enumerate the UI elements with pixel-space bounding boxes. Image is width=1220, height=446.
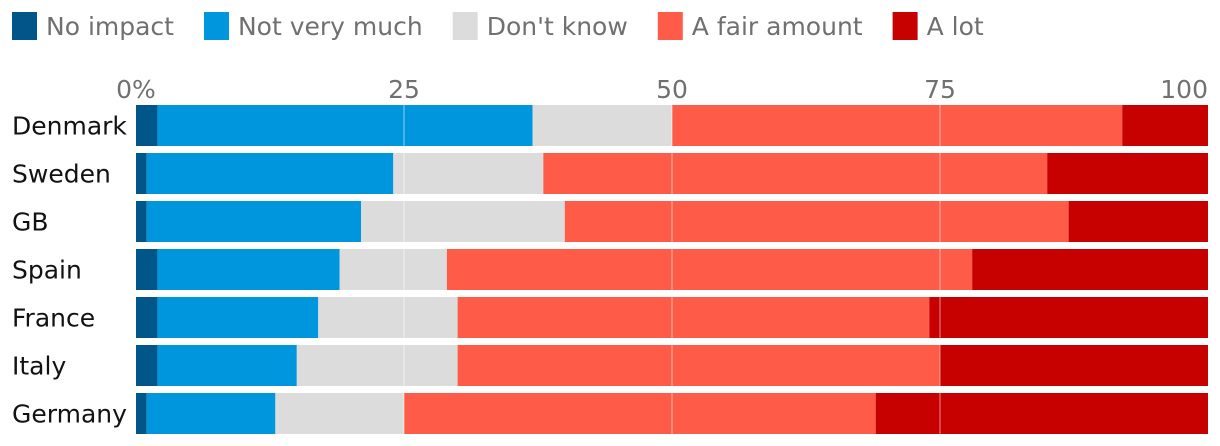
- category-label-sweden: Sweden: [12, 160, 111, 189]
- gridlines: [403, 102, 941, 436]
- bar-sweden-a-fair-amount: [543, 153, 1048, 194]
- bar-germany-don-t-know: [275, 393, 404, 434]
- category-label-france: France: [12, 304, 95, 333]
- bar-gb-don-t-know: [361, 201, 565, 242]
- category-label-gb: GB: [12, 208, 49, 237]
- bar-spain-a-lot: [972, 249, 1208, 290]
- bar-italy-a-fair-amount: [457, 345, 940, 386]
- bar-italy-a-lot: [940, 345, 1208, 386]
- legend-label-a-lot: A lot: [927, 12, 984, 41]
- category-label-denmark: Denmark: [12, 112, 127, 141]
- legend-swatch-a-fair-amount: [657, 12, 683, 40]
- category-label-germany: Germany: [12, 400, 127, 429]
- bars: [136, 105, 1208, 434]
- bar-denmark-not-very-much: [157, 105, 533, 146]
- legend-swatch-a-lot: [892, 12, 918, 40]
- bar-denmark-no-impact: [136, 105, 158, 146]
- bar-italy-no-impact: [136, 345, 158, 386]
- x-tick-label-100: 100: [1160, 75, 1208, 104]
- bar-sweden-don-t-know: [393, 153, 544, 194]
- legend-label-don-t-know: Don't know: [487, 12, 628, 41]
- legend-label-not-very-much: Not very much: [238, 12, 423, 41]
- legend-swatch-don-t-know: [452, 12, 478, 40]
- bar-france-don-t-know: [318, 297, 458, 338]
- bar-germany-no-impact: [136, 393, 147, 434]
- x-tick-label-75: 75: [924, 75, 956, 104]
- bar-italy-don-t-know: [296, 345, 458, 386]
- legend-swatch-not-very-much: [203, 12, 229, 40]
- bar-gb-no-impact: [136, 201, 147, 242]
- bar-gb-a-fair-amount: [564, 201, 1069, 242]
- bar-france-no-impact: [136, 297, 158, 338]
- bar-denmark-a-fair-amount: [672, 105, 1123, 146]
- bar-spain-a-fair-amount: [446, 249, 973, 290]
- x-tick-label-25: 25: [388, 75, 420, 104]
- bar-germany-a-lot: [875, 393, 1208, 434]
- x-axis-ticks: 0% 25 50 75 100: [116, 75, 1208, 104]
- bar-france-a-fair-amount: [457, 297, 930, 338]
- x-tick-label-0: 0%: [116, 75, 156, 104]
- bar-sweden-not-very-much: [146, 153, 394, 194]
- legend-label-a-fair-amount: A fair amount: [692, 12, 863, 41]
- legend-swatch-no-impact: [12, 12, 37, 40]
- bar-spain-don-t-know: [339, 249, 447, 290]
- bar-spain-no-impact: [136, 249, 158, 290]
- bar-gb-not-very-much: [146, 201, 362, 242]
- legend-label-no-impact: No impact: [46, 12, 174, 41]
- category-label-spain: Spain: [12, 256, 82, 285]
- bar-france-a-lot: [929, 297, 1208, 338]
- legend: No impact Not very much Don't know A fair a…: [12, 12, 984, 41]
- bar-germany-a-fair-amount: [404, 393, 876, 434]
- category-label-italy: Italy: [12, 352, 66, 381]
- bar-sweden-no-impact: [136, 153, 147, 194]
- x-tick-label-50: 50: [656, 75, 688, 104]
- bar-spain-not-very-much: [157, 249, 340, 290]
- bar-sweden-a-lot: [1047, 153, 1208, 194]
- category-labels: Denmark Sweden GB Spain France Italy Germany: [12, 112, 127, 429]
- bar-france-not-very-much: [157, 297, 319, 338]
- bar-denmark-don-t-know: [532, 105, 672, 146]
- bar-denmark-a-lot: [1122, 105, 1208, 146]
- bar-gb-a-lot: [1068, 201, 1208, 242]
- bar-germany-not-very-much: [146, 393, 276, 434]
- bar-italy-not-very-much: [157, 345, 297, 386]
